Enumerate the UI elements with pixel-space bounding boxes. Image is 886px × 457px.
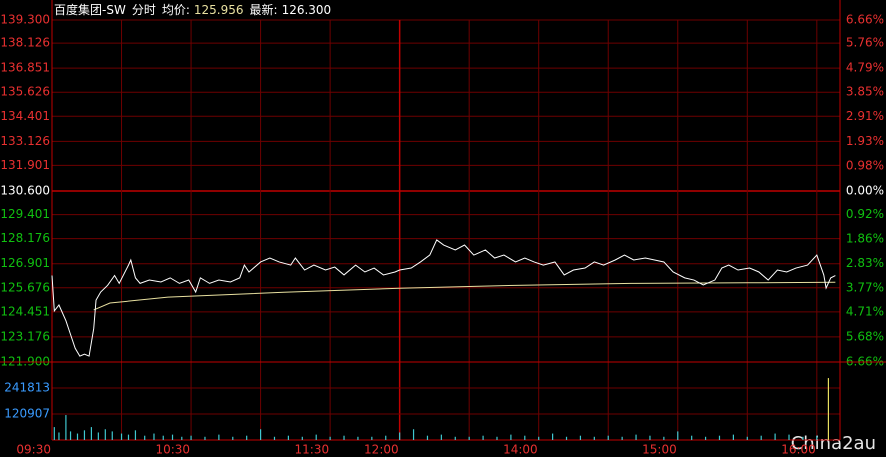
x-tick-label: 09:30 (16, 443, 51, 457)
average-line (93, 281, 836, 311)
y2-tick-label: 2.83% (846, 256, 884, 270)
volume-tick-label: 241813 (4, 381, 50, 395)
x-tick-label: 10:30 (155, 443, 190, 457)
y-tick-label: 131.901 (0, 158, 50, 172)
y2-tick-label: 3.85% (846, 85, 884, 99)
price-line (51, 239, 836, 357)
y2-tick-label: 0.98% (846, 158, 884, 172)
y-tick-label: 135.626 (0, 85, 50, 99)
y2-tick-label: 6.66% (846, 13, 884, 27)
x-tick-label: 12:00 (364, 443, 399, 457)
x-tick-label: 16:00 (781, 443, 816, 457)
chart-header: 百度集团-SW 分时 均价: 125.956 最新: 126.300 (54, 2, 331, 17)
y2-tick-label: 4.71% (846, 304, 884, 318)
header-subtitle: 分时 (132, 3, 156, 17)
watermark: China2au (791, 433, 876, 454)
y2-tick-label: 4.79% (846, 61, 884, 75)
y-tick-label: 130.600 (0, 184, 50, 198)
y2-tick-label: 3.77% (846, 280, 884, 294)
y2-tick-label: 1.86% (846, 231, 884, 245)
x-tick-label: 11:30 (295, 443, 330, 457)
y2-tick-label: 2.91% (846, 109, 884, 123)
y2-tick-label: 0.92% (846, 207, 884, 221)
y-tick-label: 134.401 (0, 109, 50, 123)
header-last-text: 126.300 (282, 3, 332, 17)
header-last-label: 最新: (250, 2, 278, 17)
header-avg-label: 均价: (162, 3, 190, 17)
y-tick-label: 133.126 (0, 134, 50, 148)
volume-tick-label: 120907 (4, 406, 50, 420)
header-title: 百度集团-SW (54, 2, 126, 17)
y-tick-label: 124.451 (0, 304, 50, 318)
y-tick-label: 139.300 (0, 13, 50, 27)
y2-tick-label: 1.93% (846, 134, 884, 148)
header-avg-text: 125.956 (194, 3, 244, 17)
y-tick-label: 136.851 (0, 61, 50, 75)
y-tick-label: 123.176 (0, 329, 50, 343)
y-tick-label: 125.676 (0, 280, 50, 294)
y-tick-label: 126.901 (0, 256, 50, 270)
y2-tick-label: 0.00% (846, 184, 884, 198)
x-tick-label: 14:00 (503, 443, 538, 457)
y-tick-label: 129.401 (0, 207, 50, 221)
x-tick-label: 15:00 (642, 443, 677, 457)
y-tick-label: 128.176 (0, 231, 50, 245)
y-tick-label: 138.126 (0, 36, 50, 50)
y2-tick-label: 5.76% (846, 36, 884, 50)
y2-tick-label: 5.68% (846, 329, 884, 343)
